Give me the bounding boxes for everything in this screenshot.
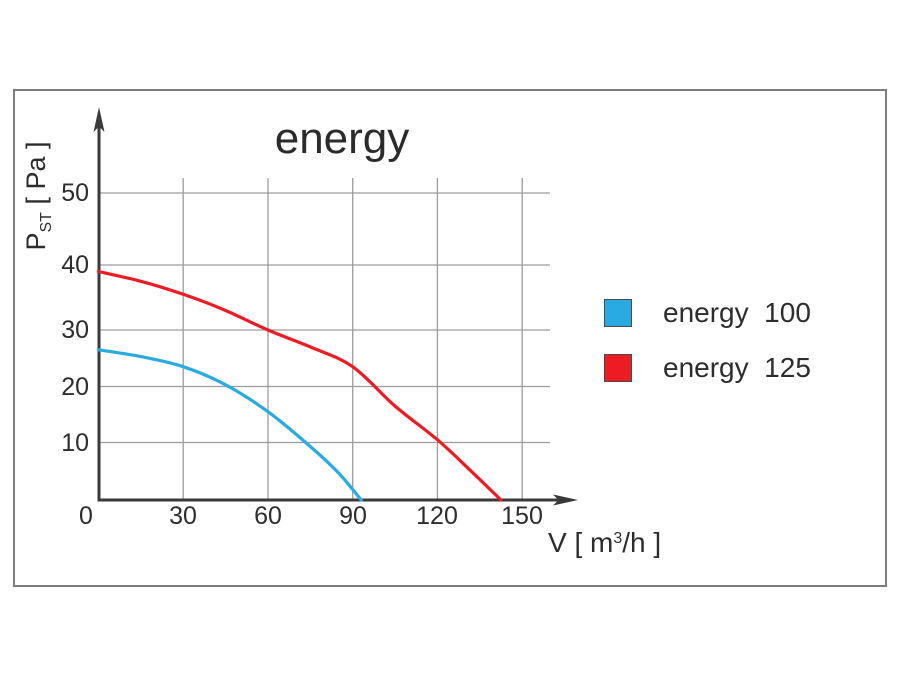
x-tick-label: 60 — [254, 502, 282, 530]
y-tick-label: 10 — [61, 429, 89, 457]
legend-item-energy-100: energy 100 — [604, 299, 811, 327]
x-tick-label: 30 — [169, 502, 197, 530]
legend-item-energy-125: energy 125 — [604, 354, 811, 382]
x-tick-label: 90 — [339, 502, 367, 530]
legend-swatch-energy-125 — [604, 354, 632, 382]
legend-label-energy-125: energy 125 — [663, 352, 811, 383]
curve-energy-125 — [96, 269, 503, 502]
y-tick-label: 30 — [61, 316, 89, 344]
y-tick-label: 20 — [61, 373, 89, 401]
y-tick-label: 40 — [61, 251, 89, 279]
x-axis-label: V [ m3/h ] — [548, 527, 661, 559]
x-axis-label-pre: V [ m — [548, 527, 614, 558]
x-tick-label: 150 — [501, 502, 543, 530]
x-axis-label-post: /h ] — [622, 527, 662, 558]
chart-title: energy — [274, 114, 410, 163]
x-tick-label: 0 — [79, 502, 93, 530]
x-axis-arrow-icon — [553, 494, 578, 506]
y-tick-label: 50 — [61, 179, 89, 207]
x-axis-label-superscript: 3 — [613, 530, 623, 547]
y-axis-label-symbol: P — [21, 232, 51, 251]
x-tick-label: 120 — [416, 502, 458, 530]
y-axis-label-subscript: ST — [38, 212, 55, 233]
figure-frame — [13, 89, 887, 587]
legend-label-energy-100: energy 100 — [663, 297, 811, 328]
y-axis-arrow-icon — [93, 107, 105, 132]
legend: energy 100 energy 125 — [604, 299, 811, 409]
curve-energy-100 — [96, 348, 363, 502]
legend-swatch-energy-100 — [604, 299, 632, 327]
